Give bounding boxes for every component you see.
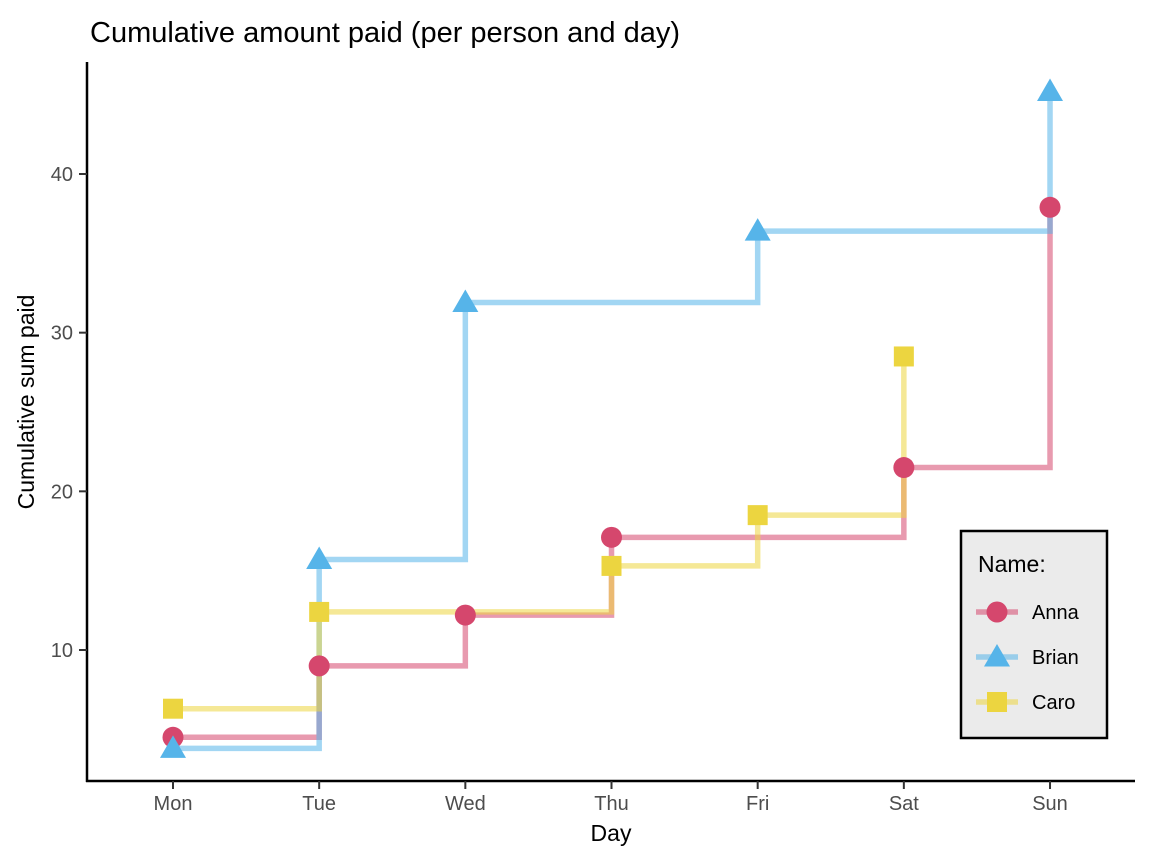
point-caro-mon [163,698,183,719]
point-caro-sat [893,346,914,367]
legend: Name: Anna Brian Caro [959,529,1109,740]
legend-label-anna: Anna [1032,602,1080,624]
chart-title: Cumulative amount paid (per person and d… [90,17,680,49]
x-axis-ticks: Mon Tue Wed Thu Fri Sat Sun [154,781,1068,815]
point-anna-tue [308,655,330,677]
legend-key-circle-icon [986,601,1008,623]
x-tick-label: Fri [746,793,769,815]
legend-title: Name: [978,551,1046,577]
x-tick-label: Tue [302,793,336,815]
legend-key-triangle-icon [984,644,1010,667]
point-brian-wed [452,289,479,313]
axis-lines [85,62,1135,783]
y-tick-label: 20 [51,481,73,503]
series-step-lines [173,91,1053,752]
point-caro-tue [309,601,330,622]
point-brian-fri [744,218,771,241]
point-anna-thu [601,526,623,548]
step-line-caro [173,356,907,712]
point-caro-fri [747,505,768,526]
point-caro-thu [601,555,622,576]
legend-label-brian: Brian [1032,647,1079,669]
series-markers [160,78,1064,758]
y-tick-label: 10 [51,640,73,662]
point-brian-tue [306,546,333,570]
y-axis-ticks: 10 20 30 40 [51,164,87,662]
x-tick-label: Mon [154,793,193,815]
y-tick-label: 30 [51,323,73,345]
x-tick-label: Sun [1032,793,1068,815]
x-tick-label: Wed [445,793,486,815]
y-tick-label: 40 [51,164,73,186]
x-tick-label: Thu [594,793,628,815]
legend-keys [976,601,1018,712]
legend-key-square-icon [987,692,1007,712]
y-axis-title: Cumulative sum paid [13,295,39,510]
point-anna-sat [893,457,915,479]
legend-label-caro: Caro [1032,692,1075,714]
point-anna-sun [1039,196,1061,218]
step-line-anna [173,207,1053,741]
x-tick-label: Sat [889,793,919,815]
step-line-brian [173,91,1053,752]
point-anna-wed [454,604,476,626]
point-brian-sun [1037,78,1064,101]
x-axis-title: Day [591,820,632,846]
point-brian-mon [160,735,186,758]
